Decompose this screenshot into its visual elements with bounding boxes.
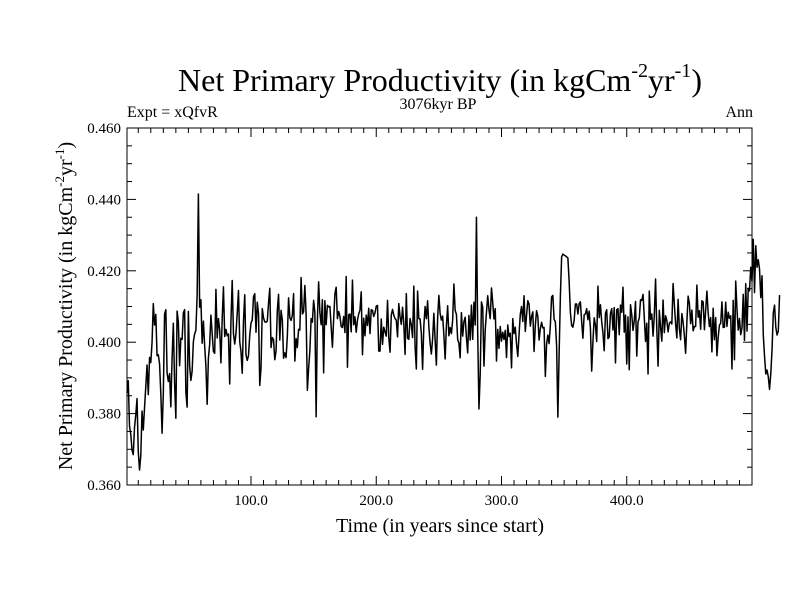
chart-title-sup2: -1	[675, 60, 692, 82]
y-tick-label: 0.460	[87, 121, 121, 137]
y-axis-label-mid: yr	[55, 159, 77, 176]
y-axis-label-prefix: Net Primary Productivity (in kgCm	[55, 186, 77, 470]
x-tick-label: 200.0	[359, 493, 393, 509]
x-tick-label: 300.0	[485, 493, 519, 509]
y-tick-label: 0.420	[87, 264, 121, 280]
x-axis-label: Time (in years since start)	[336, 515, 544, 537]
series-line-npp	[126, 193, 781, 471]
y-tick-label: 0.440	[87, 192, 121, 208]
x-axis-tick-labels: 100.0 200.0 300.0 400.0	[234, 493, 644, 509]
chart-title-mid: yr	[648, 62, 675, 98]
chart-title-prefix: Net Primary Productivity (in kgCm	[178, 62, 631, 98]
y-tick-label: 0.400	[87, 335, 121, 351]
x-axis-ticks	[137, 128, 740, 485]
y-tick-label: 0.360	[87, 478, 121, 494]
x-tick-label: 400.0	[610, 493, 644, 509]
chart-title: Net Primary Productivity (in kgCm-2yr-1)	[178, 60, 702, 98]
y-axis-label-suffix: )	[55, 142, 77, 149]
experiment-label: Expt = xQfvR	[127, 104, 218, 121]
x-tick-label: 100.0	[234, 493, 268, 509]
chart-title-suffix: )	[691, 62, 702, 98]
period-label: 3076kyr BP	[400, 96, 477, 113]
y-axis-label: Net Primary Productivity (in kgCm-2yr-1)	[52, 142, 77, 470]
y-axis-label-sup1: -2	[52, 176, 67, 187]
season-label: Ann	[725, 104, 753, 121]
y-axis-tick-labels: 0.360 0.380 0.400 0.420 0.440 0.460	[87, 121, 121, 494]
y-tick-label: 0.380	[87, 407, 121, 423]
y-axis-label-sup2: -1	[52, 149, 67, 160]
chart-title-sup1: -2	[631, 60, 648, 82]
